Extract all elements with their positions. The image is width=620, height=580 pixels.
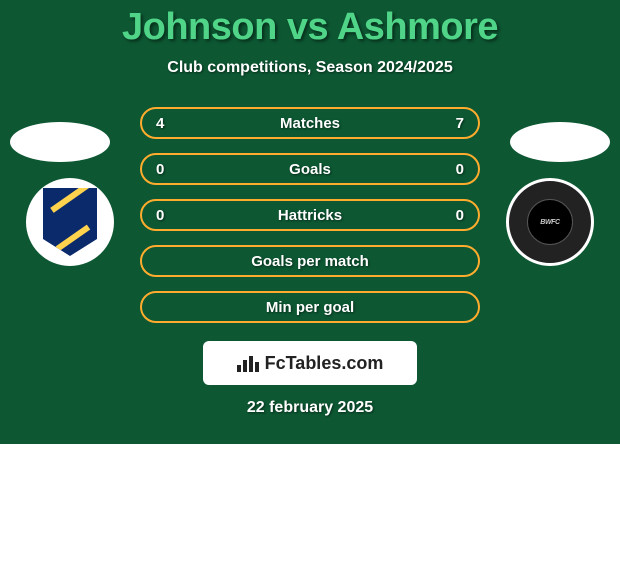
stat-label: Matches <box>280 115 340 132</box>
stat-right-value: 0 <box>456 207 464 224</box>
page-subtitle: Club competitions, Season 2024/2025 <box>167 59 452 77</box>
footer-date: 22 february 2025 <box>247 399 373 417</box>
stat-row-matches: 4 Matches 7 <box>140 107 480 139</box>
stat-row-hattricks: 0 Hattricks 0 <box>140 199 480 231</box>
stat-row-goals: 0 Goals 0 <box>140 153 480 185</box>
club-badge-right: BWFC <box>506 178 594 266</box>
club-right-initials: BWFC <box>540 219 559 226</box>
page-title: Johnson vs Ashmore <box>122 6 498 49</box>
silhouette-icon <box>10 122 110 162</box>
branding-text: FcTables.com <box>265 353 384 374</box>
stat-row-goals-per-match: Goals per match <box>140 245 480 277</box>
comparison-card: Johnson vs Ashmore Club competitions, Se… <box>0 0 620 444</box>
shield-icon <box>43 188 97 256</box>
stat-left-value: 4 <box>156 115 164 132</box>
club-badge-left <box>26 178 114 266</box>
stat-row-min-per-goal: Min per goal <box>140 291 480 323</box>
stats-rows: 4 Matches 7 0 Goals 0 0 Hattricks 0 Goal… <box>140 107 480 323</box>
bar-chart-icon <box>237 354 259 372</box>
stat-left-value: 0 <box>156 161 164 178</box>
stat-label: Goals per match <box>251 253 369 270</box>
stat-right-value: 7 <box>456 115 464 132</box>
stat-right-value: 0 <box>456 161 464 178</box>
silhouette-icon <box>510 122 610 162</box>
stat-label: Goals <box>289 161 331 178</box>
stat-label: Min per goal <box>266 299 354 316</box>
stat-label: Hattricks <box>278 207 342 224</box>
circle-badge-icon: BWFC <box>527 199 573 245</box>
stat-left-value: 0 <box>156 207 164 224</box>
branding-box: FcTables.com <box>203 341 417 385</box>
